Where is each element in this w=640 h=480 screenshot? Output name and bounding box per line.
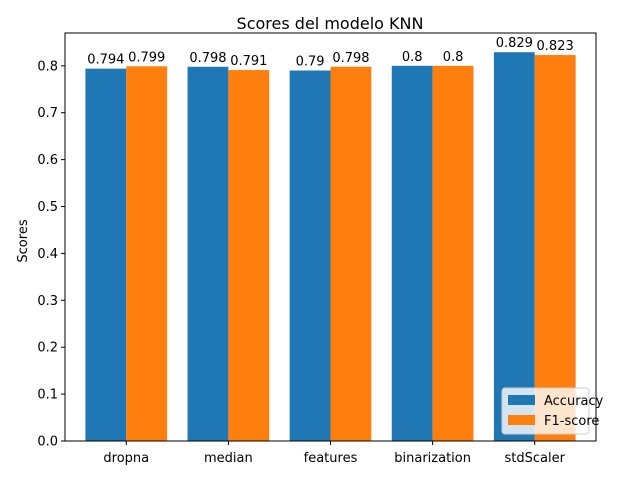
plot-frame xyxy=(64,32,597,442)
chart-title: Scores del modelo KNN xyxy=(237,14,424,33)
x-ticks-group: dropna median features binarization stdScale… xyxy=(103,441,566,466)
x-tick-label: median xyxy=(204,451,253,466)
bar-f1-score-median xyxy=(228,70,270,441)
x-tick-label: stdScaler xyxy=(505,451,566,466)
y-tick-label: 0.4 xyxy=(37,247,58,262)
y-tick-label: 0.0 xyxy=(37,435,58,450)
bar-value-label: 0.799 xyxy=(128,50,165,65)
legend-label: Accuracy xyxy=(544,394,604,409)
bar-accuracy-median xyxy=(187,66,229,442)
bar-f1-score-stdscaler xyxy=(534,55,576,441)
y-tick-label: 0.3 xyxy=(37,294,58,309)
y-tick-label: 0.8 xyxy=(37,59,58,74)
y-tick-label: 0.5 xyxy=(37,200,58,215)
bar-f1-score-features xyxy=(330,66,372,442)
bar-value-label: 0.823 xyxy=(537,39,574,54)
y-axis-label: Scores xyxy=(16,219,31,262)
y-tick-label: 0.7 xyxy=(37,106,58,121)
data-labels-group: 0.794 0.798 0.79 0.8 0.829 0.799 0.791 0.798 0.8… xyxy=(87,36,574,69)
bar-value-label: 0.829 xyxy=(496,36,533,51)
bar-value-label: 0.794 xyxy=(87,53,124,68)
bar-f1-score-dropna xyxy=(126,66,168,441)
bar-accuracy-binarization xyxy=(391,65,433,442)
bar-value-label: 0.791 xyxy=(230,54,267,69)
bar-value-label: 0.79 xyxy=(296,55,325,70)
y-tick-label: 0.2 xyxy=(37,341,58,356)
y-ticks-group: 0.0 0.1 0.2 0.3 0.4 0.5 0.6 0.7 0.8 xyxy=(37,59,65,450)
x-tick-label: dropna xyxy=(103,451,149,466)
bar-accuracy-stdscaler xyxy=(493,52,535,441)
y-tick-label: 0.1 xyxy=(37,388,58,403)
bar-value-label: 0.8 xyxy=(443,50,464,65)
bar-value-label: 0.8 xyxy=(402,50,423,65)
bar-value-label: 0.798 xyxy=(332,51,369,66)
legend: Accuracy F1-score xyxy=(501,387,604,435)
bar-value-label: 0.798 xyxy=(189,51,226,66)
legend-swatch xyxy=(508,395,535,405)
bar-f1-score-binarization xyxy=(432,65,474,442)
legend-swatch xyxy=(508,415,535,425)
legend-label: F1-score xyxy=(544,414,599,429)
bars-group xyxy=(85,52,576,442)
x-tick-label: features xyxy=(304,451,358,466)
x-tick-label: binarization xyxy=(394,451,471,466)
bar-accuracy-dropna xyxy=(85,68,127,441)
y-tick-label: 0.6 xyxy=(37,153,58,168)
bar-accuracy-features xyxy=(289,70,331,441)
